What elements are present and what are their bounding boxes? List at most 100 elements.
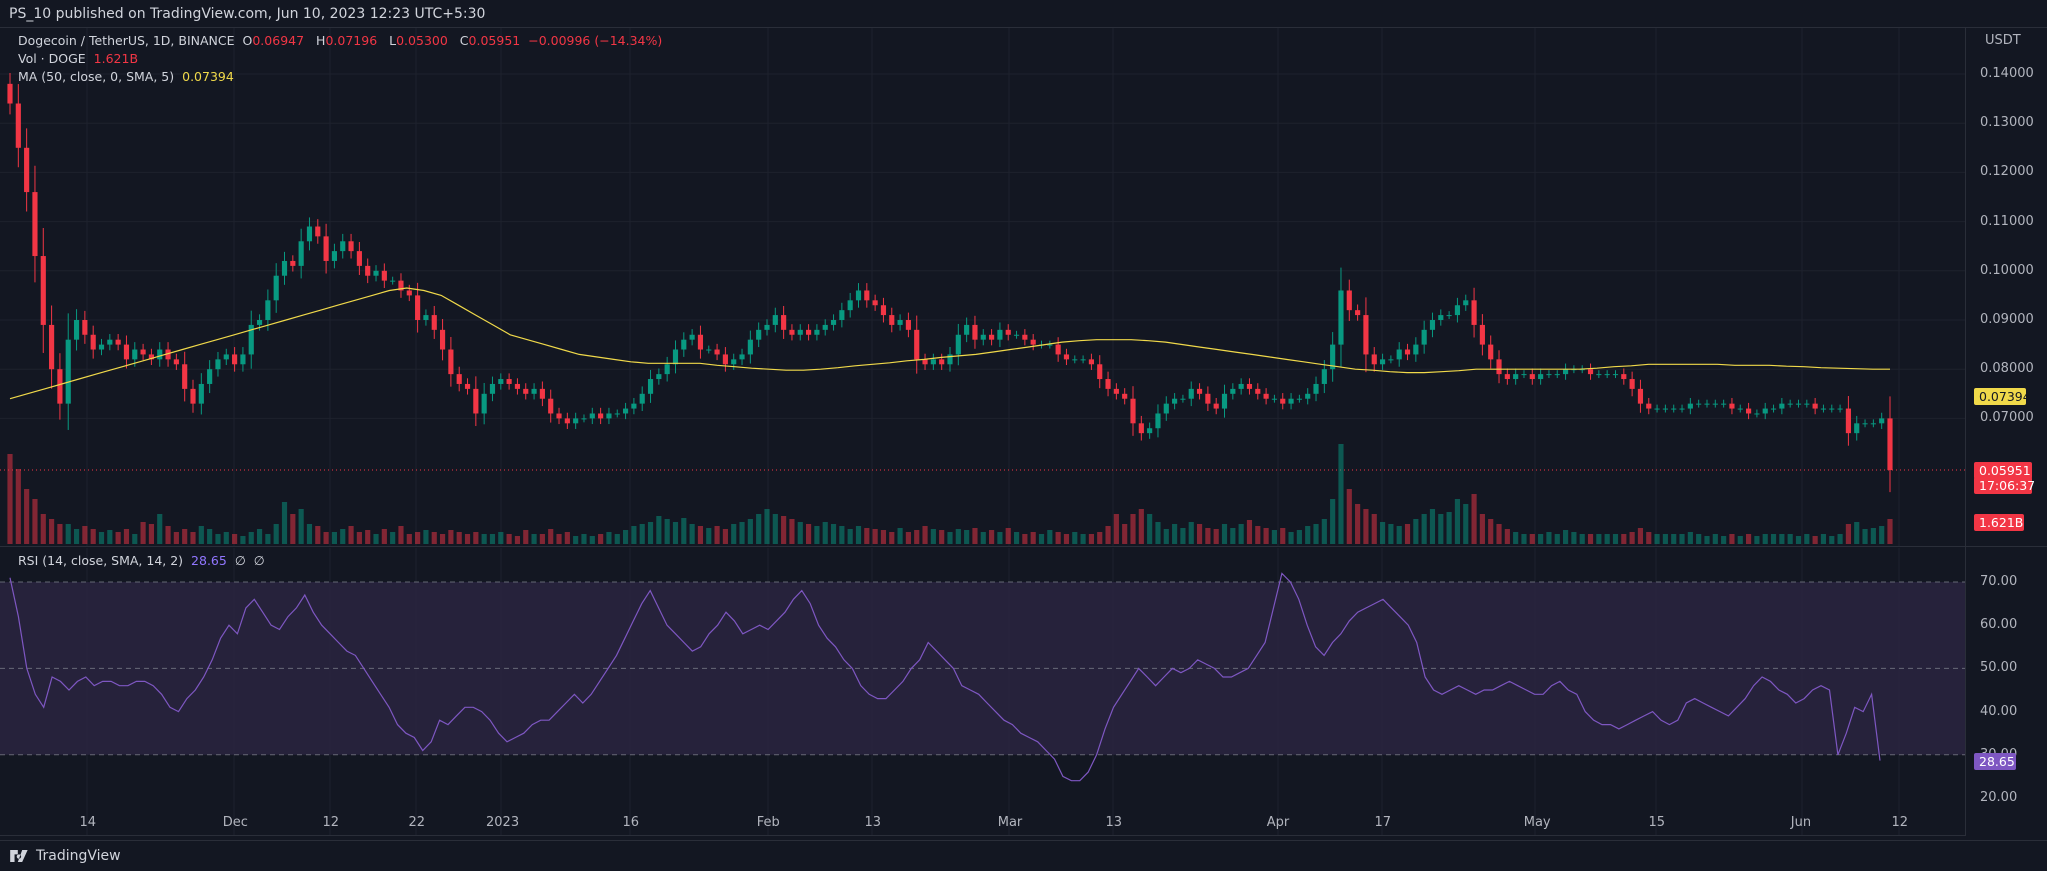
volume-bar: [182, 529, 188, 544]
candle-body: [49, 324, 55, 370]
volume-bar: [1596, 534, 1602, 544]
ma-legend[interactable]: MA (50, close, 0, SMA, 5) 0.07394: [18, 68, 666, 86]
candle-body: [1404, 349, 1411, 355]
volume-bar: [1296, 530, 1302, 544]
volume-bar: [1446, 512, 1452, 544]
symbol-row[interactable]: Dogecoin / TetherUS, 1D, BINANCE O0.0694…: [18, 32, 666, 50]
volume-bar: [1496, 524, 1502, 544]
volume-bar: [1130, 514, 1136, 544]
candle-body: [997, 329, 1003, 340]
candle-body: [82, 320, 88, 335]
volume-bar: [1230, 528, 1236, 544]
volume-bar: [1538, 534, 1544, 544]
candle-body: [1704, 403, 1710, 405]
volume-bar: [49, 519, 55, 544]
volume-bar: [1729, 534, 1735, 544]
volume-tag: 1.621B: [1974, 514, 2024, 531]
volume-bar: [548, 529, 554, 544]
candle-body: [548, 398, 554, 414]
candle-body: [514, 383, 521, 389]
candle-body: [1230, 388, 1236, 394]
volume-bar: [556, 534, 562, 544]
tradingview-logo[interactable]: TradingView: [10, 848, 121, 864]
symbol-name[interactable]: Dogecoin / TetherUS, 1D, BINANCE: [18, 33, 235, 48]
volume-bar: [589, 536, 595, 544]
time-tick-label: 13: [1105, 815, 1123, 830]
volume-bar: [24, 489, 30, 544]
candle-body: [1696, 403, 1702, 405]
volume-bar: [581, 534, 587, 544]
candle-body: [1180, 398, 1186, 400]
candle-body: [1155, 413, 1161, 429]
volume-bar: [1513, 532, 1519, 544]
rsi-tag: 28.65: [1974, 753, 2016, 770]
volume-bar: [248, 532, 254, 544]
candle-body: [1371, 354, 1377, 365]
volume-bar: [1163, 529, 1169, 544]
candle-body: [1321, 369, 1327, 384]
candle-body: [132, 349, 138, 360]
price-chart[interactable]: [0, 0, 2047, 840]
volume-bar: [930, 529, 936, 544]
rsi-tick-label: 20.00: [1980, 790, 2018, 805]
candle-body: [672, 349, 679, 365]
volume-legend[interactable]: Vol · DOGE 1.621B: [18, 50, 666, 68]
volume-bar: [989, 530, 995, 544]
volume-bar: [1338, 444, 1344, 544]
volume-bar: [1180, 528, 1186, 544]
volume-bar: [1088, 534, 1094, 544]
candle-body: [531, 388, 537, 394]
candle-body: [1188, 388, 1194, 399]
volume-bar: [1371, 514, 1377, 544]
candle-body: [806, 329, 812, 335]
volume-bar: [739, 522, 745, 544]
volume-bar: [1172, 524, 1178, 544]
candle-body: [1870, 423, 1876, 425]
candle-body: [323, 236, 329, 261]
candle-body: [1854, 423, 1860, 434]
candle-body: [73, 320, 80, 340]
candle-body: [1596, 374, 1602, 376]
volume-bar: [1571, 532, 1577, 544]
ma-value: 0.07394: [182, 69, 234, 84]
volume-bar: [464, 534, 471, 544]
candle-body: [905, 320, 911, 330]
price-tick-label: 0.11000: [1980, 213, 2034, 229]
volume-bar: [1013, 532, 1020, 544]
volume-bar: [265, 534, 271, 544]
rsi-legend[interactable]: RSI (14, close, SMA, 14, 2) 28.65 ∅ ∅: [18, 552, 269, 570]
volume-bar: [40, 514, 46, 544]
volume-bar: [148, 524, 154, 544]
published-text: PS_10 published on TradingView.com, Jun …: [9, 6, 486, 22]
volume-bar: [656, 516, 662, 544]
volume-bar: [365, 530, 371, 544]
volume-bar: [1363, 509, 1369, 544]
candle-body: [656, 374, 662, 380]
price-tick-label: 0.14000: [1980, 66, 2034, 81]
rsi-tick-label: 40.00: [1980, 703, 2018, 719]
volume-bar: [622, 530, 629, 544]
candle-body: [1754, 413, 1760, 415]
candle-body: [606, 413, 612, 419]
candle-body: [1845, 408, 1851, 434]
candle-body: [356, 251, 362, 266]
time-tick-label: Dec: [222, 815, 248, 830]
time-tick-label: 12: [322, 815, 340, 830]
volume-value: 1.621B: [93, 51, 139, 66]
volume-bar: [1321, 519, 1327, 544]
volume-bar: [1463, 504, 1469, 544]
volume-bar: [157, 514, 163, 544]
volume-bar: [198, 526, 204, 544]
volume-bar: [647, 522, 654, 544]
candle-body: [1163, 403, 1169, 414]
volume-bar: [207, 529, 213, 544]
volume-bar: [1379, 522, 1386, 544]
candle-body: [90, 334, 96, 350]
candle-body: [847, 300, 853, 311]
candle-body: [1554, 374, 1560, 376]
candle-body: [298, 241, 304, 266]
time-tick-label: 22: [408, 815, 426, 830]
candle-body: [1055, 344, 1061, 355]
volume-bar: [1629, 532, 1635, 544]
candle-body: [639, 393, 645, 404]
